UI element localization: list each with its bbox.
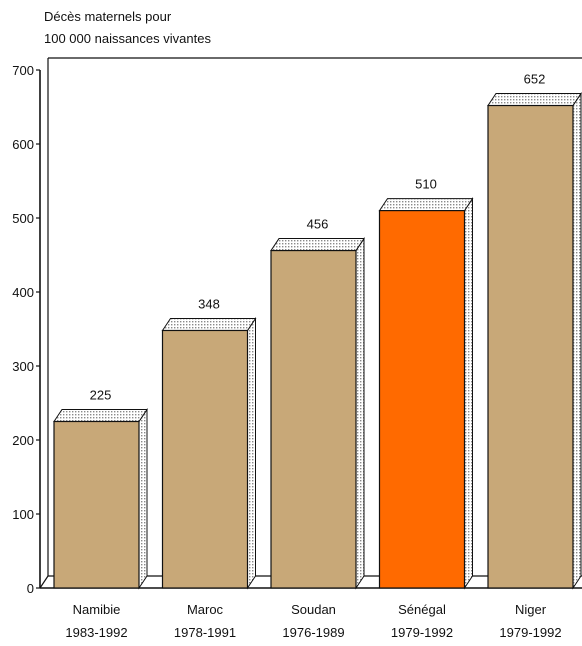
y-axis: 0 100 200 300 400 500 600 700 xyxy=(12,63,41,596)
bar-group xyxy=(378,196,474,590)
y-tick-label: 200 xyxy=(12,433,34,448)
y-axis-label-line-2: 100 000 naissances vivantes xyxy=(44,31,211,46)
category-period: 1976-1989 xyxy=(282,625,344,640)
category-name: Soudan xyxy=(291,602,336,617)
category-period: 1979-1992 xyxy=(391,625,453,640)
value-label: 652 xyxy=(524,72,546,87)
category-period: 1983-1992 xyxy=(65,625,127,640)
bar-group xyxy=(487,91,582,590)
category-period: 1979-1992 xyxy=(499,625,561,640)
y-tick-label: 600 xyxy=(12,137,34,152)
category-period: 1978-1991 xyxy=(174,625,236,640)
bar-top xyxy=(378,198,474,212)
y-tick-label: 100 xyxy=(12,507,34,522)
category-name: Sénégal xyxy=(398,602,446,617)
value-label: 456 xyxy=(307,217,329,232)
category-name: Namibie xyxy=(73,602,121,617)
bars xyxy=(53,91,582,590)
bar xyxy=(270,249,357,589)
category-name: Maroc xyxy=(187,602,224,617)
bar-group xyxy=(53,407,148,590)
bar-top xyxy=(270,238,365,252)
bar xyxy=(378,210,466,589)
y-axis-label-line-1: Décès maternels pour xyxy=(44,9,172,24)
y-tick-label: 0 xyxy=(27,581,34,596)
value-label: 225 xyxy=(90,388,112,403)
bar-side xyxy=(572,91,582,590)
bar-top xyxy=(53,409,148,422)
bar xyxy=(161,329,249,589)
y-tick-label: 700 xyxy=(12,63,34,78)
y-tick-label: 400 xyxy=(12,285,34,300)
bar-side xyxy=(464,196,473,590)
value-label: 348 xyxy=(198,296,220,311)
bar xyxy=(53,420,140,589)
bar-side xyxy=(247,316,256,590)
bar-side xyxy=(138,407,148,590)
y-tick-label: 300 xyxy=(12,359,34,374)
value-labels: 225 348 456 510 652 xyxy=(90,72,546,403)
y-tick-label: 500 xyxy=(12,211,34,226)
bar-top xyxy=(161,317,257,331)
bar-top xyxy=(487,93,582,107)
bar-group xyxy=(161,316,257,590)
category-labels: Namibie 1983-1992 Maroc 1978-1991 Soudan 1976… xyxy=(65,602,561,640)
bar-side xyxy=(355,236,365,590)
floor-depth-edge xyxy=(39,575,49,589)
value-label: 510 xyxy=(415,177,437,192)
category-name: Niger xyxy=(515,602,547,617)
bar xyxy=(487,104,574,589)
bar-group xyxy=(270,236,365,590)
